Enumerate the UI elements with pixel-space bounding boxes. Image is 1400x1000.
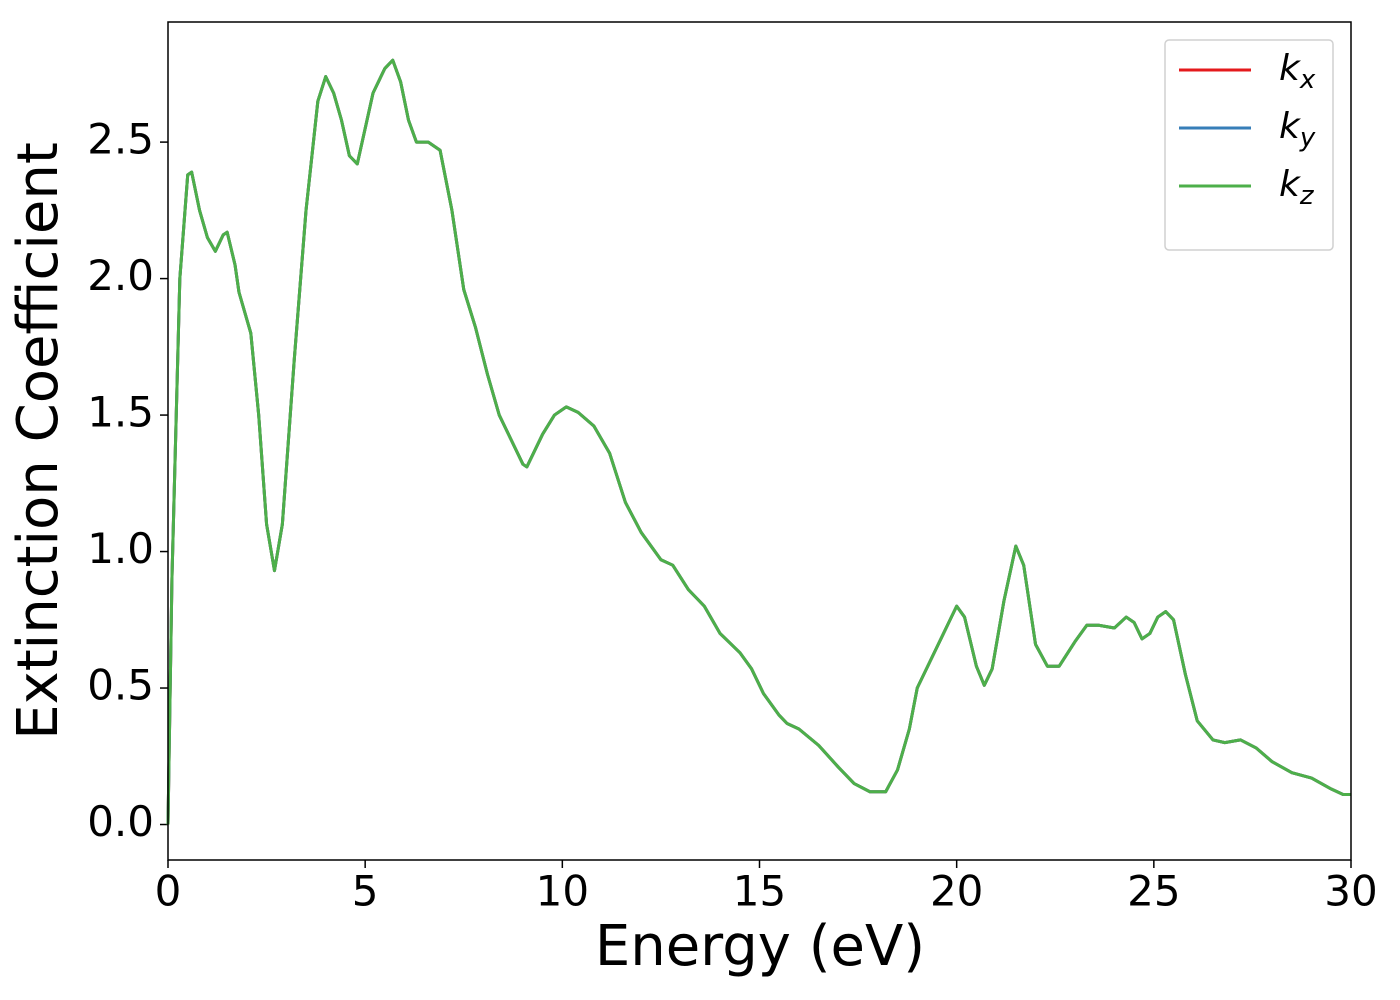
y-tick-label: 1.0 [87,524,154,573]
legend-box [1164,39,1334,251]
x-tick-label: 5 [352,867,379,916]
x-tick-label: 10 [536,867,589,916]
x-tick-label: 25 [1127,867,1180,916]
x-tick-label: 30 [1324,867,1377,916]
y-tick-label: 0.5 [87,661,154,710]
x-tick-label: 20 [930,867,983,916]
legend-label: kx [1279,48,1316,95]
series-line [166,58,1351,825]
legend-label: ky [1279,106,1316,153]
y-axis-label: Extinction Coefficient [6,142,71,740]
x-tick-label: 0 [155,867,182,916]
y-tick-label: 2.0 [87,251,154,300]
y-tick-label: 1.5 [87,388,154,437]
legend-label: kz [1279,164,1315,211]
x-axis-label: Energy (eV) [595,914,925,979]
y-tick-label: 2.5 [87,115,154,164]
plot-frame [167,21,1352,861]
x-tick-label: 15 [733,867,786,916]
y-tick-label: 0.0 [87,797,154,846]
